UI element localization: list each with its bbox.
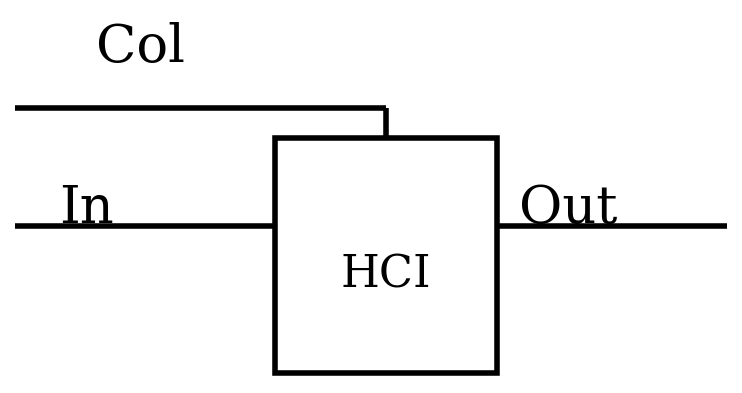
Text: HCI: HCI xyxy=(341,253,431,297)
Text: Out: Out xyxy=(519,183,618,234)
Text: Col: Col xyxy=(96,22,186,73)
Text: In: In xyxy=(59,183,114,234)
Bar xyxy=(275,138,497,373)
